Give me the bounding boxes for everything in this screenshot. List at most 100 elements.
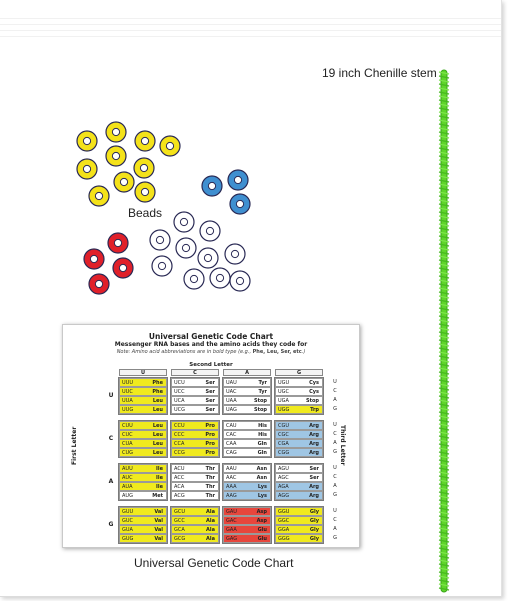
amino-acid-text: His: [258, 423, 267, 429]
amino-acid-text: Thr: [205, 475, 215, 481]
yellow-bead: [88, 185, 110, 207]
codon-text: UGA: [278, 398, 289, 404]
codon-text: UUA: [122, 398, 133, 404]
fuzz-strand: [438, 555, 450, 559]
codon-text: AGU: [278, 466, 289, 472]
codon-cell: GGG Gly: [275, 534, 323, 543]
codon-cell: AUG Met: [119, 491, 167, 500]
codon-cell: GCC Ala: [171, 516, 219, 525]
third-letter-cell: U: [333, 379, 337, 385]
clear-bead: [175, 237, 197, 259]
codon-text: AGG: [278, 493, 290, 499]
codon-text: UAU: [226, 380, 237, 386]
fuzz-strand: [438, 335, 450, 339]
clear-bead: [173, 211, 195, 233]
fuzz-strand: [438, 287, 450, 291]
third-letter-cell: C: [333, 474, 337, 480]
codon-cell: CCG Pro: [171, 448, 219, 457]
fuzz-strand: [438, 427, 450, 431]
codon-text: GGU: [278, 509, 290, 515]
chenille-stem-illustration: [438, 69, 450, 593]
fuzz-strand: [438, 471, 450, 475]
amino-acid-text: Asn: [256, 466, 267, 472]
amino-acid-text: His: [258, 432, 267, 438]
fuzz-strand: [438, 447, 450, 451]
fuzz-strand: [438, 519, 450, 523]
fuzz-strand: [438, 567, 450, 571]
fuzz-strand: [438, 539, 450, 543]
fuzz-strand: [438, 203, 450, 207]
red-bead: [83, 248, 105, 270]
codon-cell: CAA Gln: [223, 439, 271, 448]
fuzz-strand: [438, 559, 450, 563]
beads-label: Beads: [128, 206, 163, 220]
fuzz-strand: [438, 499, 450, 503]
codon-cell: GUU Val: [119, 507, 167, 516]
blue-bead: [201, 175, 223, 197]
amino-acid-text: Ile: [156, 475, 163, 481]
codon-cell: CCC Pro: [171, 430, 219, 439]
amino-acid-text: Tyr: [258, 380, 267, 386]
yellow-bead: [76, 158, 98, 180]
amino-acid-text: Arg: [309, 484, 319, 490]
fuzz-strand: [438, 431, 450, 435]
amino-acid-text: Thr: [205, 484, 215, 490]
codon-text: UUG: [122, 407, 134, 413]
third-letter-cell: C: [333, 431, 337, 437]
fuzz-strand: [438, 267, 450, 271]
second-letter-label: Second Letter: [189, 362, 233, 368]
amino-acid-text: Ser: [309, 475, 319, 481]
codon-cell: CUC Leu: [119, 430, 167, 439]
codon-cell: CUA Leu: [119, 439, 167, 448]
amino-acid-text: Tyr: [258, 389, 267, 395]
fuzz-strand: [438, 543, 450, 547]
yellow-bead: [76, 130, 98, 152]
codon-cell: AAG Lys: [223, 491, 271, 500]
third-letter-cell: G: [333, 449, 337, 455]
codon-text: CCG: [174, 450, 185, 456]
third-letter-cell: G: [333, 535, 337, 541]
codon-cell: UGU Cys: [275, 378, 323, 387]
fuzz-strand: [438, 175, 450, 179]
codon-cell: GAC Asp: [223, 516, 271, 525]
codon-text: AUA: [122, 484, 133, 490]
amino-acid-text: Ile: [156, 484, 163, 490]
fuzz-strand: [438, 119, 450, 123]
fuzz-strand: [438, 71, 450, 75]
blue-bead: [227, 169, 249, 191]
amino-acid-text: Leu: [152, 450, 163, 456]
page-rule: [0, 24, 501, 25]
codon-text: ACG: [174, 493, 185, 499]
codon-text: AAG: [226, 493, 237, 499]
codon-text: UUU: [122, 380, 133, 386]
fuzz-strand: [438, 247, 450, 251]
codon-cell: GAA Glu: [223, 525, 271, 534]
codon-text: UGU: [278, 380, 290, 386]
codon-text: AUU: [122, 466, 133, 472]
fuzz-strand: [438, 291, 450, 295]
fuzz-strand: [438, 375, 450, 379]
third-letter-cell: G: [333, 492, 337, 498]
codon-text: CUG: [122, 450, 134, 456]
third-letter-label: Third Letter: [339, 425, 346, 466]
fuzz-strand: [438, 111, 450, 115]
codon-block: [118, 377, 168, 415]
amino-acid-text: Arg: [309, 450, 319, 456]
codon-cell: AGC Ser: [275, 473, 323, 482]
third-letter-cell: A: [333, 526, 337, 532]
codon-text: ACU: [174, 466, 185, 472]
fuzz-strand: [438, 459, 450, 463]
fuzz-strand: [438, 343, 450, 347]
beads-illustration: [76, 121, 251, 295]
clear-bead: [183, 268, 205, 290]
chenille-stem-label: 19 inch Chenille stem: [322, 66, 437, 80]
amino-acid-text: Val: [154, 518, 163, 524]
fuzz-strand: [438, 467, 450, 471]
codon-block: [170, 506, 220, 544]
codon-block: [118, 506, 168, 544]
amino-acid-text: Met: [152, 493, 163, 499]
codon-cell: CAG Gln: [223, 448, 271, 457]
fuzz-strand: [438, 135, 450, 139]
codon-cell: GCU Ala: [171, 507, 219, 516]
fuzz-strand: [438, 507, 450, 511]
